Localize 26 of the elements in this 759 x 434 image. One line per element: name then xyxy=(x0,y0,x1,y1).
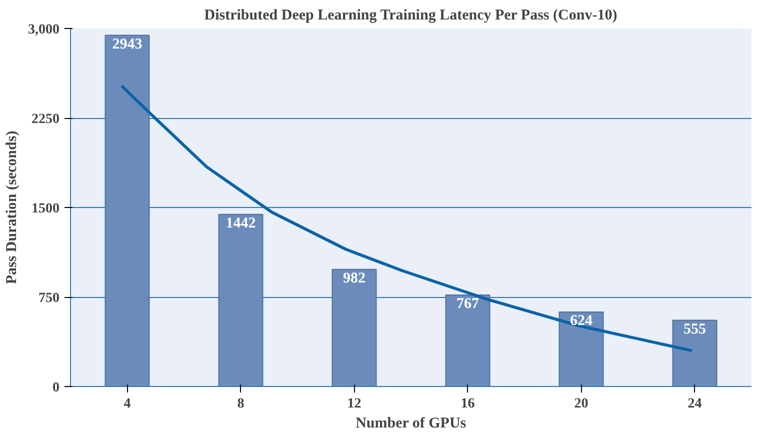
y-tick-label: 3,000 xyxy=(28,22,60,38)
y-tick-label: 0 xyxy=(52,380,60,396)
y-axis-title: Pass Duration (seconds) xyxy=(4,130,20,284)
data-label: 555 xyxy=(684,321,706,338)
bar xyxy=(445,294,490,386)
x-tick-label: 4 xyxy=(124,396,131,412)
y-tick-label: 2250 xyxy=(32,112,60,127)
chart-title: Distributed Deep Learning Training Latency Per Pass (Conv-10) xyxy=(204,8,618,24)
data-label: 2943 xyxy=(112,36,142,52)
data-label: 767 xyxy=(456,296,480,312)
x-tick-label: 8 xyxy=(237,396,244,412)
x-tick-label: 16 xyxy=(460,396,475,412)
y-tick-label: 1500 xyxy=(32,202,60,216)
bar xyxy=(558,312,604,386)
x-tick-label: 24 xyxy=(688,396,702,412)
y-tick-label: 750 xyxy=(38,291,60,306)
data-label: 1442 xyxy=(226,215,256,232)
x-axis-title: Number of GPUs xyxy=(356,416,466,432)
bar xyxy=(104,34,150,386)
data-label: 982 xyxy=(343,270,366,286)
bar xyxy=(672,320,718,386)
bar xyxy=(218,214,264,386)
data-label: 624 xyxy=(570,313,593,330)
bar xyxy=(332,268,377,386)
x-tick-label: 20 xyxy=(574,396,588,412)
x-tick-label: 12 xyxy=(347,396,362,412)
